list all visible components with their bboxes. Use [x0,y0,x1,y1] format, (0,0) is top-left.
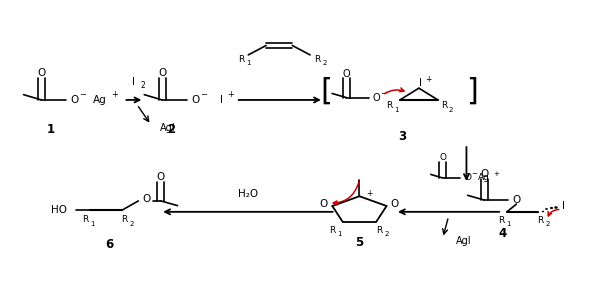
Text: I: I [220,95,223,105]
Text: H₂O: H₂O [238,189,258,199]
Text: R: R [376,226,382,235]
Text: +: + [493,171,499,177]
Text: 1: 1 [506,221,511,227]
Text: O: O [37,68,46,78]
Text: R: R [314,55,320,64]
Text: O: O [439,153,446,162]
Text: I: I [133,77,136,87]
Text: R: R [329,226,335,235]
Text: O: O [480,169,488,179]
Text: O: O [512,195,521,205]
Text: 2: 2 [384,231,389,237]
Text: 2: 2 [323,60,327,66]
Text: Ag: Ag [478,173,490,182]
Text: −: − [200,90,207,99]
Text: O: O [158,68,166,78]
Text: 1: 1 [46,123,55,136]
Text: Ag: Ag [93,95,107,105]
Text: 1: 1 [90,220,95,226]
Text: O: O [71,95,79,105]
Text: [: [ [321,76,332,106]
Text: 2: 2 [130,220,134,226]
Text: R: R [538,216,544,225]
Text: AgI: AgI [160,123,176,133]
Text: R: R [82,215,89,224]
Text: 2: 2 [167,123,175,136]
Text: −: − [80,90,86,99]
Text: I: I [419,78,422,88]
Text: −: − [380,89,386,98]
Text: R: R [498,216,504,225]
Text: +: + [366,189,372,198]
Text: R: R [386,101,392,110]
Text: O: O [343,69,350,79]
Text: +: + [111,90,118,99]
Text: +: + [425,75,431,84]
Text: O: O [157,172,165,182]
Text: O: O [464,173,471,182]
Text: O: O [142,194,150,205]
Text: O: O [391,199,399,208]
Text: O: O [191,95,200,105]
Text: R: R [122,215,128,224]
Text: 1: 1 [337,231,341,237]
Text: 1: 1 [247,60,251,66]
Text: I: I [562,201,565,211]
Text: 2: 2 [449,107,453,113]
Text: +: + [227,90,235,99]
Text: R: R [238,55,244,64]
Text: AgI: AgI [455,236,471,246]
Text: 4: 4 [498,227,506,240]
Text: 3: 3 [398,130,407,143]
Text: 5: 5 [355,236,364,249]
Text: 6: 6 [106,238,114,251]
Text: 1: 1 [394,107,398,113]
Text: O: O [320,199,328,208]
Text: R: R [441,101,447,110]
Text: 2: 2 [545,221,550,227]
Text: −: − [471,171,477,177]
Text: 2: 2 [141,81,146,90]
Text: ]: ] [466,76,478,106]
Text: HO: HO [51,206,67,215]
Text: O: O [372,93,380,103]
